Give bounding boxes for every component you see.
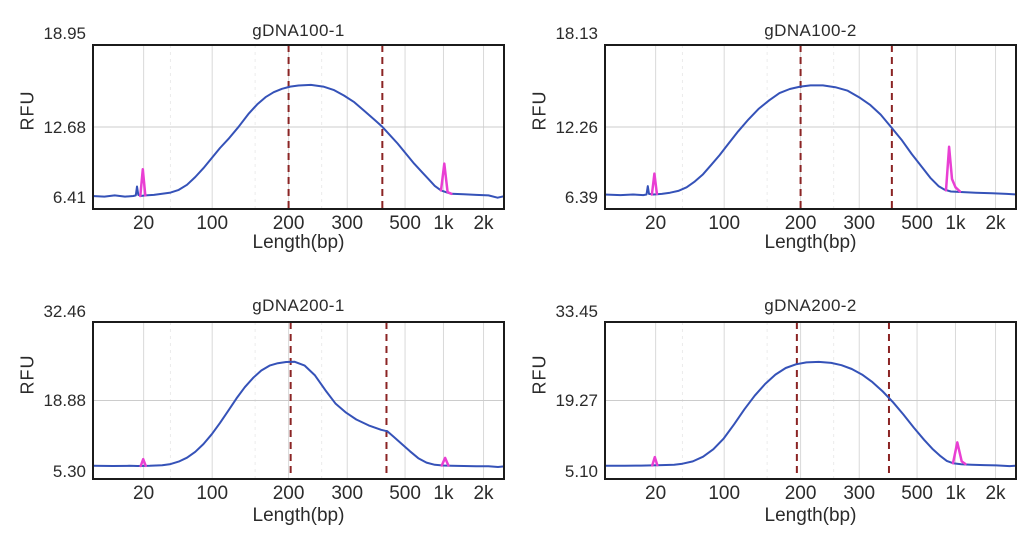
- y-tick-min: 5.30: [52, 462, 86, 481]
- y-tick-max: 32.46: [43, 302, 86, 321]
- y-tick-max: 18.95: [43, 24, 86, 43]
- plot-area: [92, 321, 505, 480]
- plot-border: [92, 321, 505, 480]
- chart-title: gDNA100-2: [764, 21, 857, 40]
- x-tick-label: 300: [331, 483, 364, 504]
- x-tick-label: 100: [196, 483, 229, 504]
- y-axis-label: RFU: [17, 354, 38, 395]
- x-tick-label: 500: [901, 213, 933, 234]
- x-tick-label: 2k: [473, 483, 494, 504]
- alignment-marker-peak: [439, 162, 453, 196]
- x-tick-label: 2k: [473, 213, 494, 234]
- dna-smear-trace: [604, 360, 1017, 468]
- y-tick-mid: 18.88: [43, 391, 86, 410]
- panel-gdna200-2: gDNA200-2 33.45 19.27 5.10 RFU 20 100 200 3…: [512, 278, 1024, 556]
- chart-title: gDNA200-1: [252, 296, 345, 315]
- dna-smear-trace: [92, 83, 505, 199]
- x-tick-label: 1k: [945, 213, 966, 234]
- x-axis-label: Length(bp): [764, 505, 857, 526]
- y-tick-min: 6.41: [52, 188, 86, 207]
- x-tick-label: 20: [133, 483, 155, 504]
- alignment-marker-peak: [139, 167, 147, 198]
- x-axis-label: Length(bp): [764, 232, 857, 253]
- x-tick-label: 500: [389, 213, 421, 234]
- chart-title: gDNA200-2: [764, 296, 857, 315]
- x-tick-label: 500: [389, 483, 421, 504]
- y-tick-mid: 19.27: [555, 391, 598, 410]
- x-tick-label: 20: [645, 483, 667, 504]
- x-tick-label: 200: [784, 213, 817, 234]
- x-tick-label: 2k: [985, 213, 1006, 234]
- plot-border: [604, 44, 1017, 210]
- y-axis-label: RFU: [17, 90, 38, 131]
- alignment-marker-peak: [440, 456, 450, 467]
- x-axis-label: Length(bp): [252, 232, 345, 253]
- y-tick-min: 6.39: [564, 188, 598, 207]
- alignment-marker-peak: [651, 455, 659, 467]
- x-tick-label: 1k: [433, 213, 454, 234]
- alignment-marker-peak: [650, 172, 659, 196]
- alignment-marker-peak: [944, 145, 962, 193]
- x-tick-row: 20 100 200 300 500 1k 2k: [604, 483, 1017, 505]
- y-axis-label: RFU: [529, 354, 550, 395]
- plot-area: [92, 44, 505, 210]
- trace-chart: [604, 321, 1017, 480]
- x-tick-label: 300: [331, 213, 364, 234]
- x-tick-label: 200: [272, 483, 305, 504]
- alignment-marker-peak: [139, 457, 147, 468]
- alignment-marker-peak: [951, 441, 967, 466]
- y-tick-mid: 12.68: [43, 118, 86, 137]
- x-tick-label: 300: [843, 483, 876, 504]
- y-tick-max: 18.13: [555, 24, 598, 43]
- x-tick-label: 500: [901, 483, 933, 504]
- dna-smear-trace: [92, 360, 505, 468]
- x-tick-label: 100: [708, 213, 741, 234]
- x-tick-label: 2k: [985, 483, 1006, 504]
- x-tick-label: 1k: [433, 483, 454, 504]
- trace-chart: [92, 44, 505, 210]
- x-tick-label: 300: [843, 213, 876, 234]
- x-tick-row: 20 100 200 300 500 1k 2k: [92, 213, 505, 235]
- plot-border: [604, 321, 1017, 480]
- plot-border: [92, 44, 505, 210]
- x-tick-row: 20 100 200 300 500 1k 2k: [92, 483, 505, 505]
- panel-gdna100-1: gDNA100-1 18.95 12.68 6.41 RFU 20 100 200 3…: [0, 0, 512, 278]
- y-tick-mid: 12.26: [555, 118, 598, 137]
- x-tick-label: 100: [708, 483, 741, 504]
- x-tick-label: 1k: [945, 483, 966, 504]
- plot-area: [604, 321, 1017, 480]
- plot-area: [604, 44, 1017, 210]
- x-tick-label: 20: [133, 213, 155, 234]
- panel-gdna100-2: gDNA100-2 18.13 12.26 6.39 RFU 20 100 200 3…: [512, 0, 1024, 278]
- dna-smear-trace: [604, 84, 1017, 197]
- x-tick-label: 100: [196, 213, 229, 234]
- x-tick-label: 200: [784, 483, 817, 504]
- x-tick-row: 20 100 200 300 500 1k 2k: [604, 213, 1017, 235]
- y-axis-label: RFU: [529, 90, 550, 131]
- y-tick-min: 5.10: [564, 462, 598, 481]
- x-axis-label: Length(bp): [252, 505, 345, 526]
- chart-title: gDNA100-1: [252, 21, 345, 40]
- panel-gdna200-1: gDNA200-1 32.46 18.88 5.30 RFU 20 100 200 3…: [0, 278, 512, 556]
- trace-chart: [604, 44, 1017, 210]
- x-tick-label: 20: [645, 213, 667, 234]
- y-tick-max: 33.45: [555, 302, 598, 321]
- trace-chart: [92, 321, 505, 480]
- x-tick-label: 200: [272, 213, 305, 234]
